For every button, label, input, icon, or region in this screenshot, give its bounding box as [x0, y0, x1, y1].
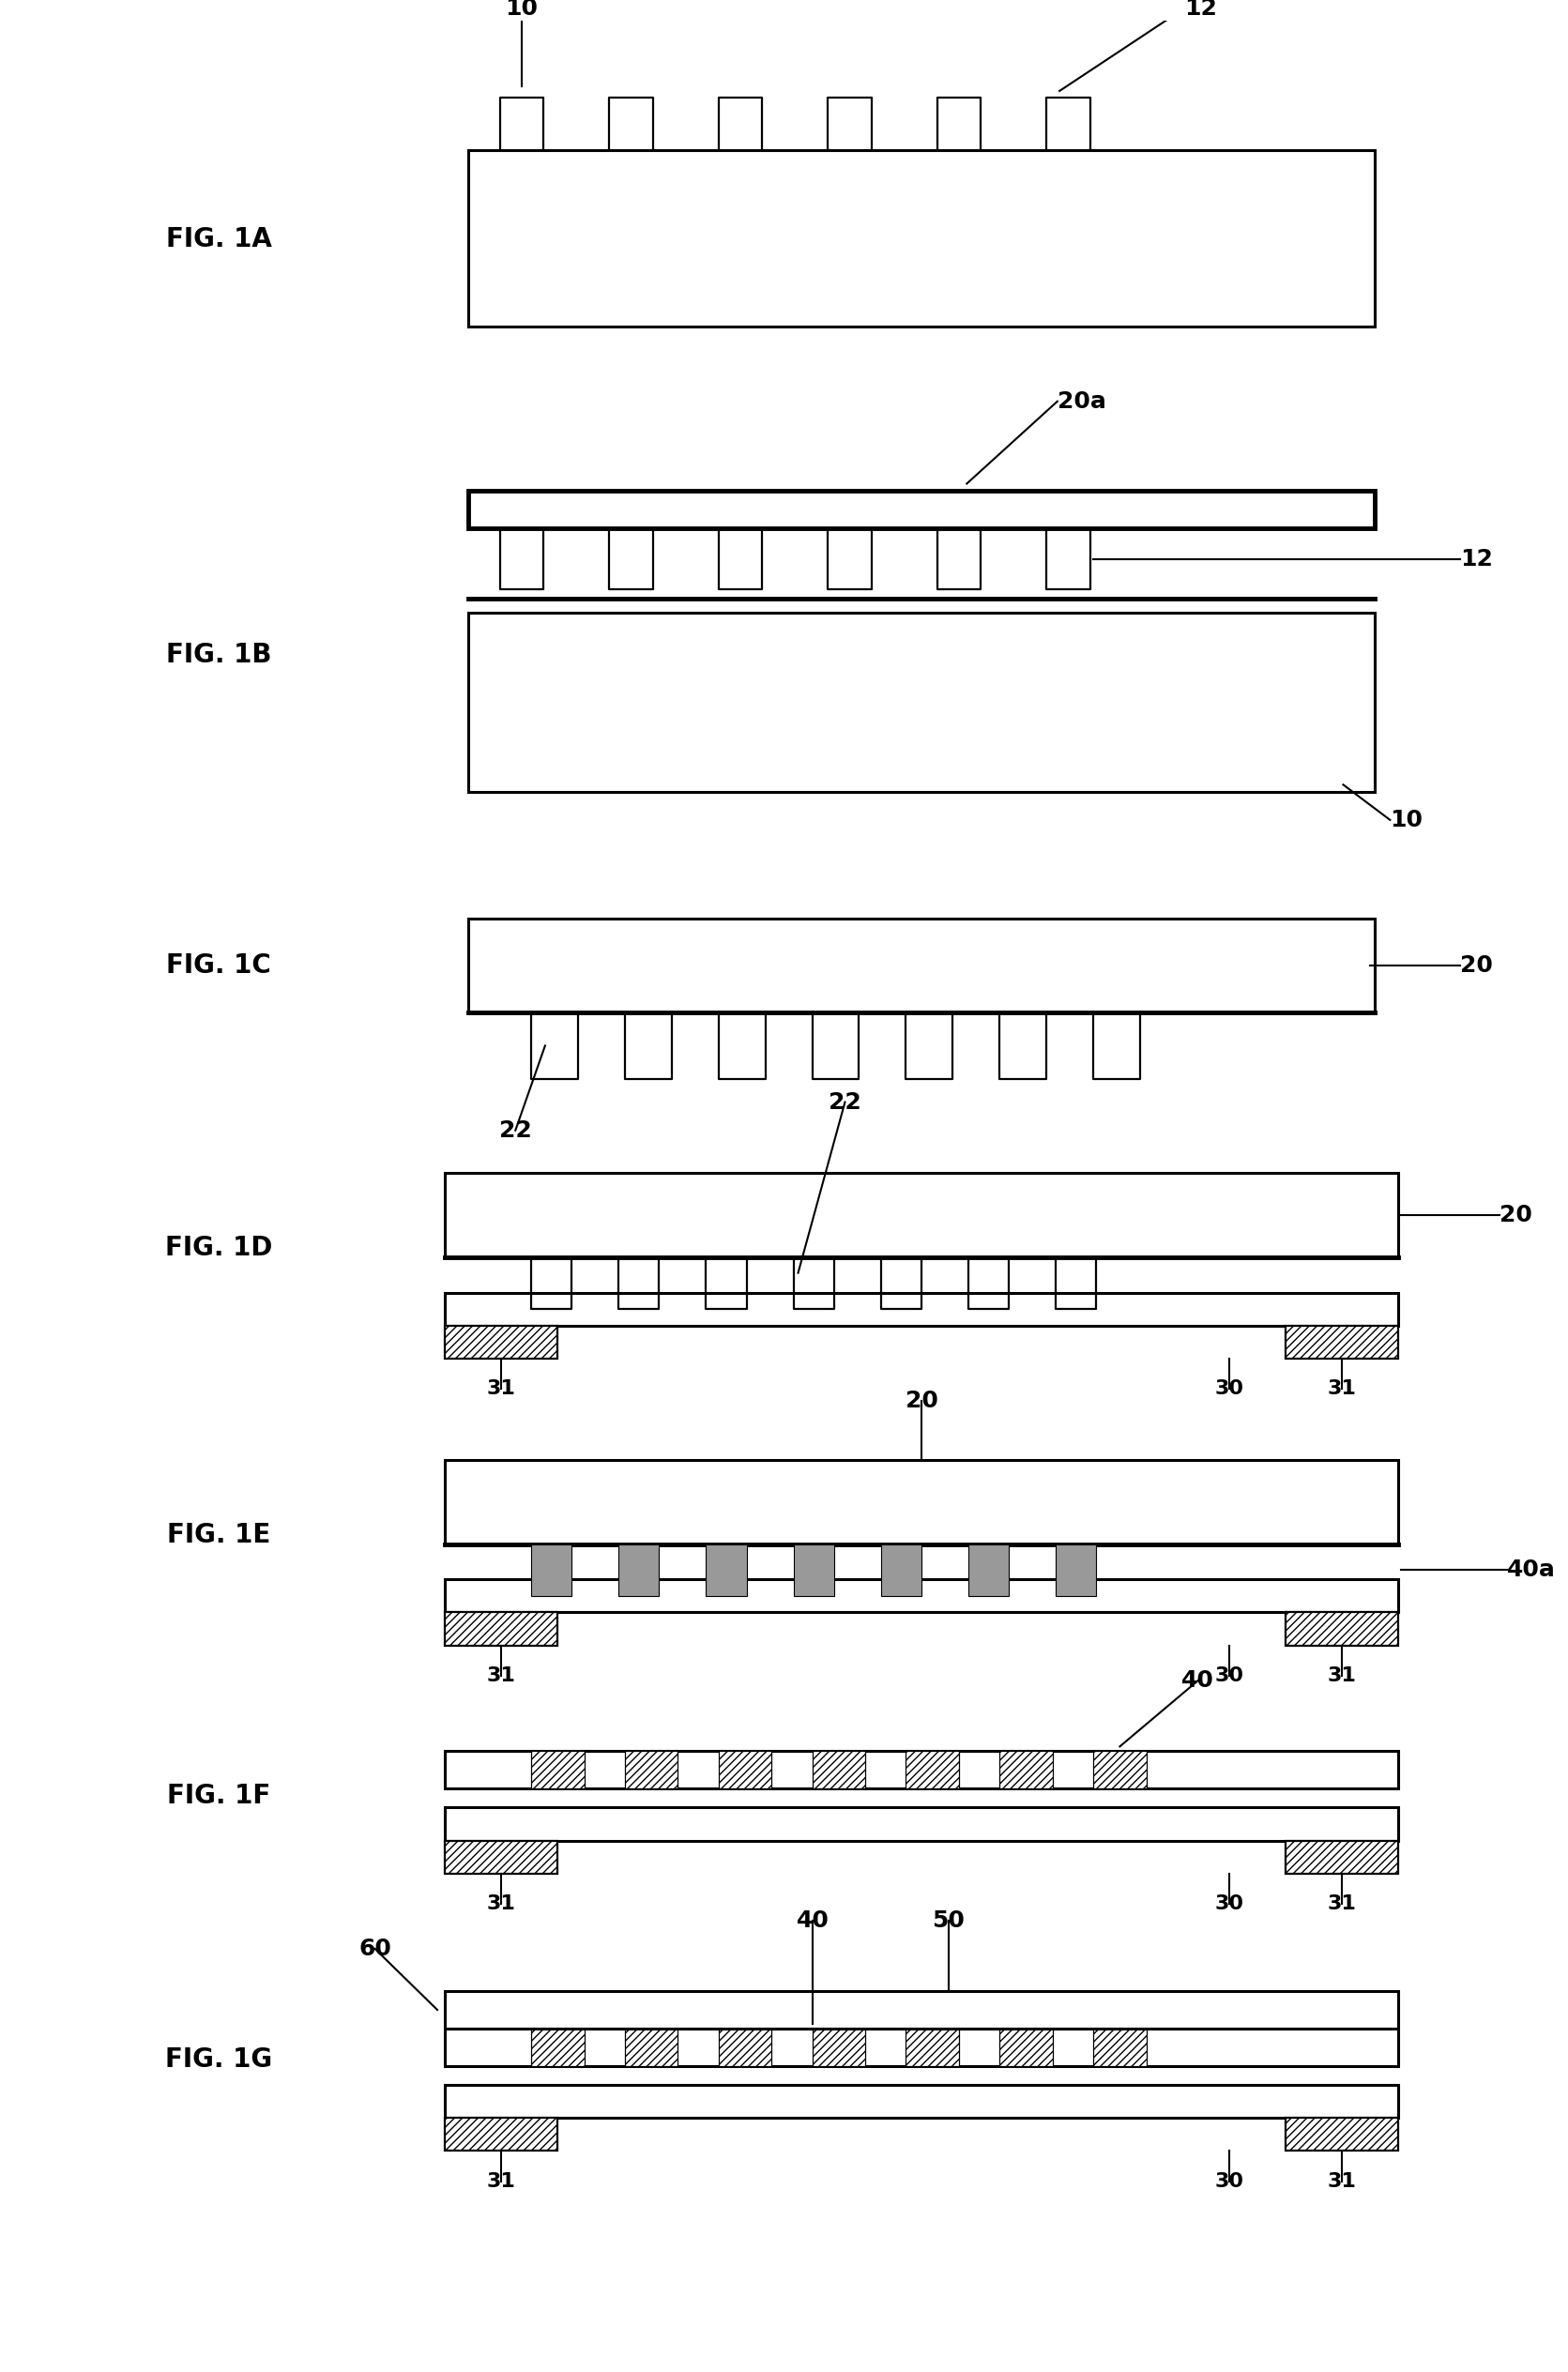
Text: 30: 30: [1215, 2173, 1243, 2192]
Bar: [445, 2085, 1397, 2118]
Bar: [906, 1751, 960, 1788]
Bar: [445, 1293, 1397, 1326]
Text: 60: 60: [359, 1938, 390, 1959]
Bar: [999, 1751, 1052, 1788]
Text: 31: 31: [488, 1668, 516, 1686]
Text: FIG. 1E: FIG. 1E: [166, 1523, 270, 1549]
Bar: [1093, 1751, 1146, 1788]
Text: FIG. 1C: FIG. 1C: [166, 954, 271, 980]
Text: 50: 50: [933, 1909, 964, 1931]
Bar: [445, 1841, 558, 1874]
Bar: [445, 1459, 1397, 1544]
Text: 10: 10: [1391, 809, 1422, 830]
Bar: [1286, 1326, 1397, 1359]
Bar: [718, 1751, 771, 1788]
Text: 40a: 40a: [1507, 1558, 1555, 1582]
Text: 30: 30: [1215, 1381, 1243, 1399]
Text: 31: 31: [1327, 2173, 1356, 2192]
Bar: [881, 1544, 922, 1596]
Text: FIG. 1D: FIG. 1D: [165, 1236, 273, 1262]
Text: FIG. 1A: FIG. 1A: [166, 225, 271, 251]
Bar: [445, 1580, 1397, 1613]
Text: 30: 30: [1215, 1668, 1243, 1686]
Bar: [812, 2028, 866, 2066]
Bar: [706, 1544, 746, 1596]
Bar: [532, 1751, 585, 1788]
Bar: [445, 1613, 558, 1646]
Bar: [718, 2028, 771, 2066]
Bar: [1093, 2028, 1146, 2066]
Text: 31: 31: [488, 2173, 516, 2192]
Text: 22: 22: [828, 1091, 861, 1112]
Bar: [793, 1544, 834, 1596]
Text: FIG. 1B: FIG. 1B: [166, 643, 271, 669]
Bar: [618, 1544, 659, 1596]
Text: FIG. 1F: FIG. 1F: [166, 1784, 270, 1810]
Bar: [445, 1990, 1397, 2028]
Text: FIG. 1G: FIG. 1G: [165, 2047, 273, 2073]
Bar: [624, 2028, 677, 2066]
Text: 31: 31: [488, 1895, 516, 1914]
Bar: [445, 2118, 558, 2151]
Bar: [1286, 1613, 1397, 1646]
Text: 20a: 20a: [1057, 389, 1105, 413]
Text: 20: 20: [1460, 954, 1493, 977]
Bar: [624, 1751, 677, 1788]
Text: 30: 30: [1215, 1895, 1243, 1914]
Text: 10: 10: [505, 0, 538, 19]
Bar: [445, 1172, 1397, 1257]
Bar: [445, 2028, 1397, 2066]
Bar: [969, 1544, 1008, 1596]
Text: 20: 20: [1499, 1203, 1532, 1226]
Text: 22: 22: [499, 1120, 532, 1141]
Bar: [532, 2028, 585, 2066]
Text: 20: 20: [905, 1390, 938, 1411]
Text: 40: 40: [797, 1909, 829, 1931]
Bar: [445, 1751, 1397, 1788]
Bar: [469, 612, 1375, 792]
Text: 31: 31: [1327, 1668, 1356, 1686]
Bar: [445, 1326, 558, 1359]
Bar: [906, 2028, 960, 2066]
Bar: [999, 2028, 1052, 2066]
Bar: [812, 1751, 866, 1788]
Text: 12: 12: [1460, 548, 1493, 569]
Bar: [469, 918, 1375, 1013]
Bar: [445, 1807, 1397, 1841]
Bar: [532, 1544, 572, 1596]
Bar: [469, 149, 1375, 325]
Text: 31: 31: [1327, 1895, 1356, 1914]
Bar: [1286, 2118, 1397, 2151]
Text: 31: 31: [488, 1381, 516, 1399]
Bar: [1286, 1841, 1397, 1874]
Bar: [1055, 1544, 1096, 1596]
Text: 40: 40: [1182, 1670, 1214, 1691]
Text: 12: 12: [1184, 0, 1217, 19]
Bar: [469, 491, 1375, 529]
Text: 31: 31: [1327, 1381, 1356, 1399]
